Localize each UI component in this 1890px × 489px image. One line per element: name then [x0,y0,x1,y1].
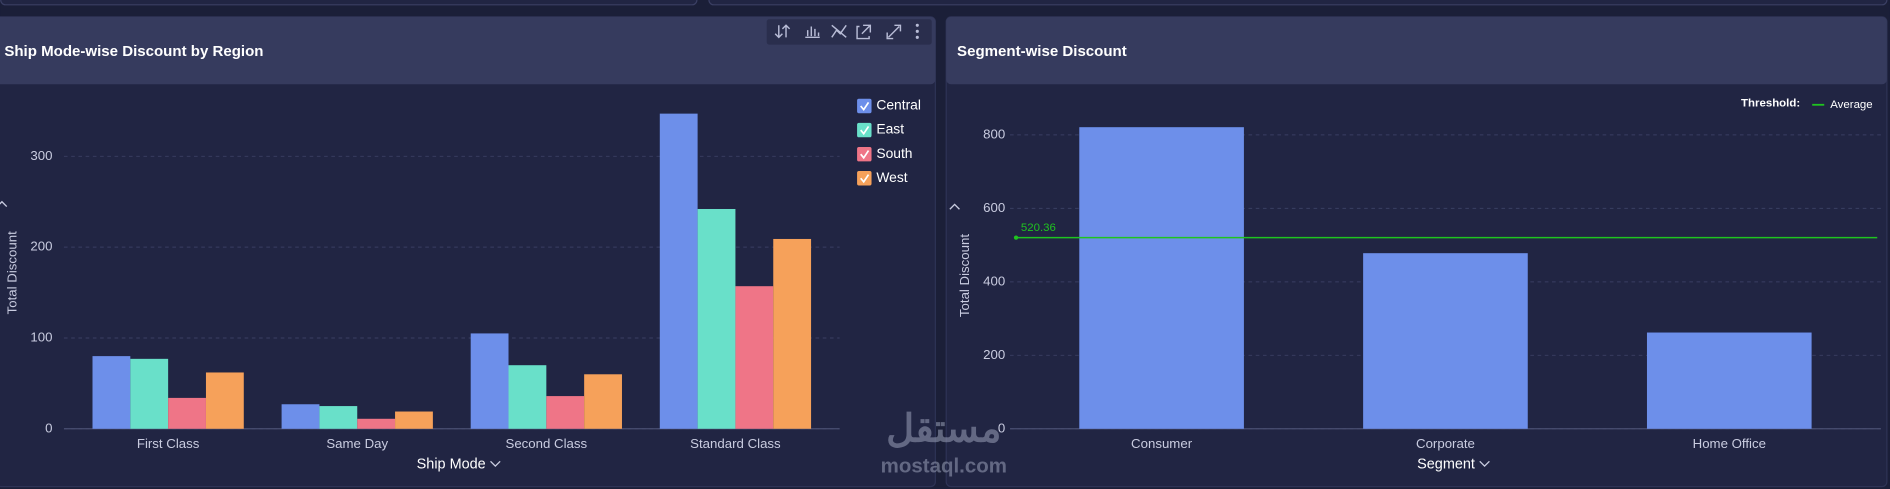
legend-swatch [857,122,872,138]
x-tick-label: Consumer [1131,436,1193,451]
chevron [0,200,8,208]
toolbar [766,19,932,45]
chevron [949,203,960,210]
bar [1079,127,1244,429]
y-tick-label: 400 [983,273,1005,288]
watermark: مستقل mostaql.com [881,407,1007,477]
x-tick-label: Second Class [506,436,588,451]
y-axis-title: Total Discount [957,234,972,317]
x-tick-label: Home Office [1693,436,1766,451]
y-tick-label: 100 [30,329,52,344]
watermark-logo: مستقل [886,407,1001,450]
bar [735,286,774,429]
bar [508,365,547,429]
panel-stub [708,0,1888,6]
panel-header [946,16,1887,85]
y-tick-label: 300 [30,148,52,163]
bar [168,397,206,429]
y-axis-title: Total Discount [4,231,19,314]
x-tick-label: First Class [137,436,200,451]
bar [470,333,509,429]
threshold-value: 520.36 [1021,222,1056,234]
plots: 0 100 200 300 Total Discount Ship Mode First C… [0,97,1881,473]
threshold-legend-title: Threshold: [1741,98,1800,110]
bar [1646,332,1812,429]
y-tick-label: 200 [983,347,1005,362]
legend-swatch [857,146,872,162]
bar [357,418,396,429]
bar [281,404,320,429]
legend-swatch [857,171,872,186]
legend-swatch [857,98,872,114]
export-icon[interactable] [856,24,872,40]
legend-label: West [876,169,907,185]
panel-title: Ship Mode-wise Discount by Region [4,43,263,60]
panel-header [0,16,936,85]
legend-label: East [876,121,904,137]
sort-icon[interactable] [774,24,791,39]
bar [395,411,433,429]
y-tick-label: 0 [998,420,1005,435]
legend-check [860,174,870,184]
insight-icon[interactable] [831,24,847,38]
legend-check [860,125,870,136]
x-tick-label: Corporate [1416,436,1475,451]
bar [319,406,358,429]
legend-label: Central [876,97,921,113]
chevron [1479,460,1490,468]
threshold-dot [1013,235,1019,240]
y-tick-label: 0 [45,420,52,435]
bar [773,238,812,429]
x-tick-label: Standard Class [690,436,781,451]
legend-check [860,150,870,160]
threshold-legend-label: Average [1830,99,1872,111]
bar [659,113,698,429]
bar [546,396,585,429]
panel-stub [0,0,698,6]
x-axis-title: Ship Mode [417,457,486,473]
bar [205,372,244,429]
bar [92,356,131,429]
y-tick-label: 200 [30,239,52,254]
legend-check [860,101,870,112]
x-tick-label: Same Day [326,436,388,451]
expand-icon[interactable] [886,24,902,40]
bar [1363,253,1528,429]
panel-title: Segment-wise Discount [957,43,1127,60]
chart-type-icon[interactable] [805,26,820,39]
chevron [490,460,501,468]
bar [130,358,169,429]
watermark-url: mostaql.com [881,455,1007,478]
bar [584,374,622,429]
more-icon[interactable] [915,23,919,39]
y-tick-label: 800 [983,126,1005,141]
x-axis-title: Segment [1417,457,1475,473]
bar [697,208,736,429]
y-tick-label: 600 [983,200,1005,215]
legend-label: South [876,145,912,161]
